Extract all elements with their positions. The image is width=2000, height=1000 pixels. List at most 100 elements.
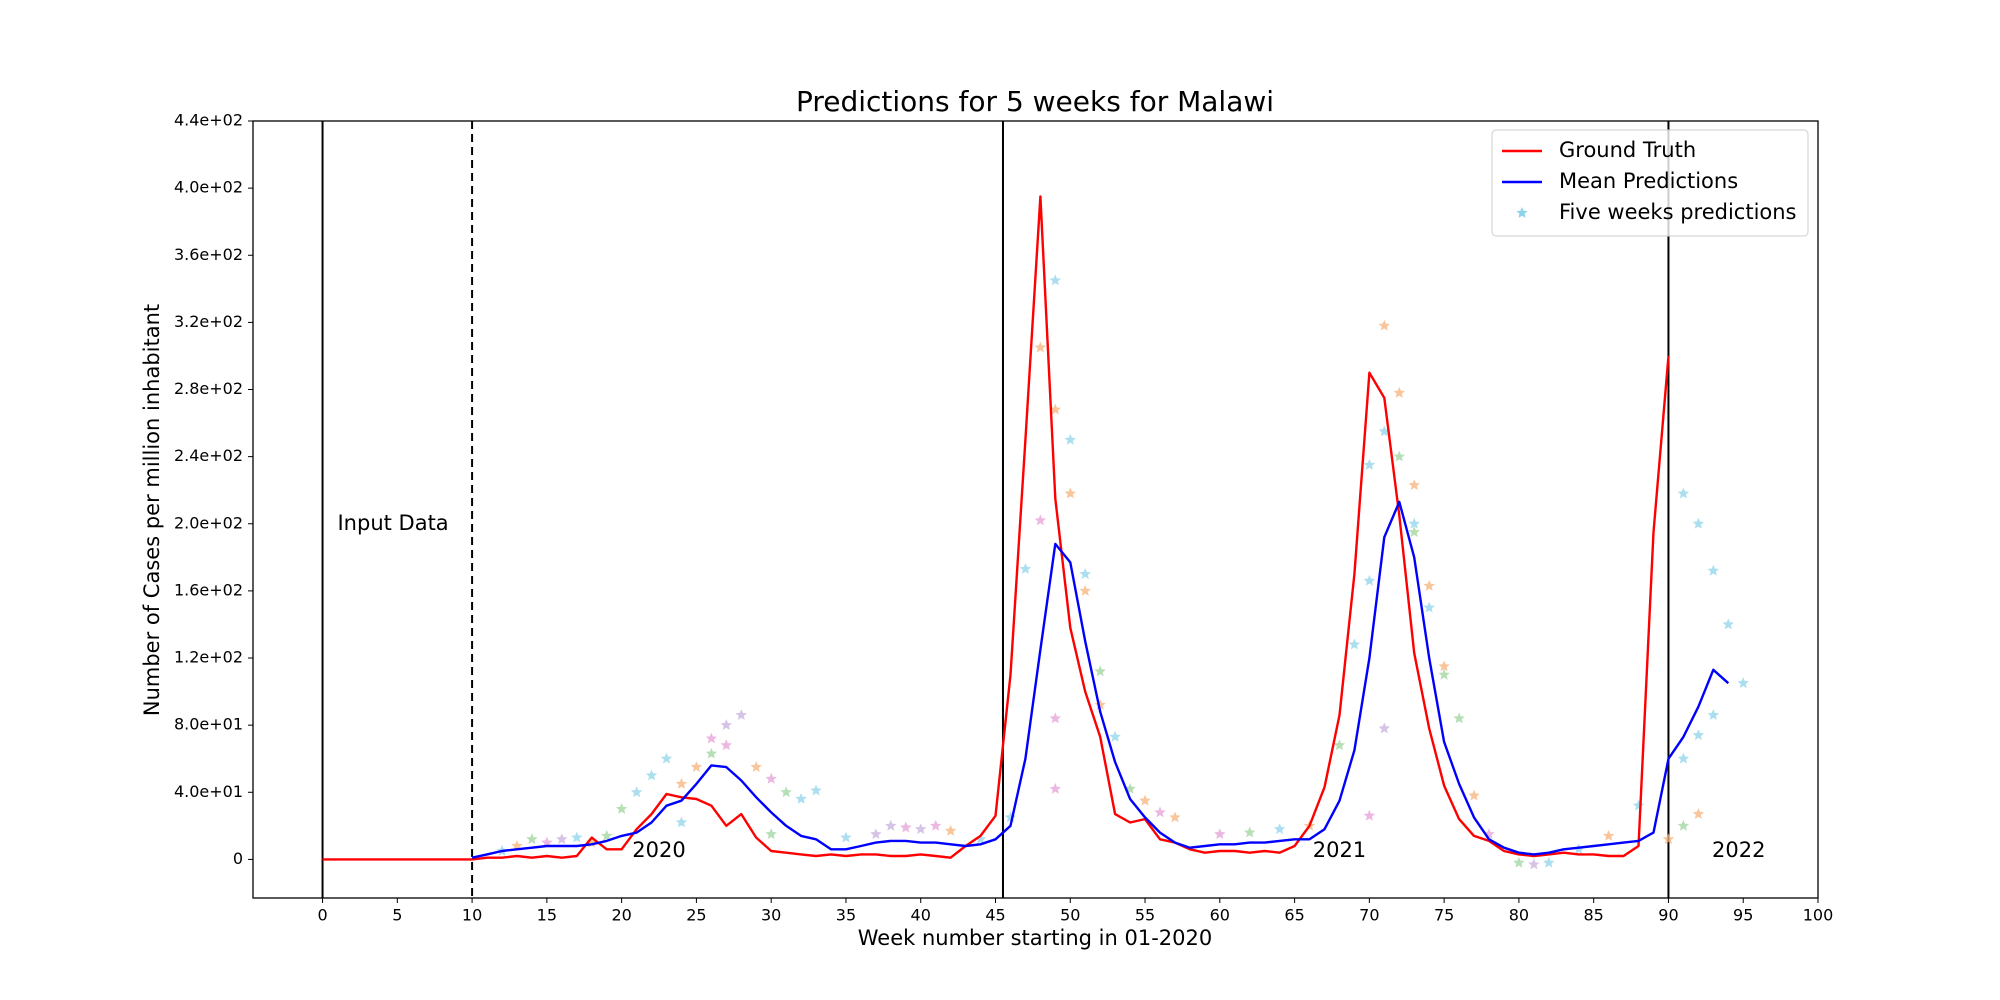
x-tick-label: 100 xyxy=(1803,906,1834,925)
x-tick-label: 35 xyxy=(836,906,856,925)
x-tick-label: 0 xyxy=(317,906,327,925)
prediction-point xyxy=(541,836,553,848)
x-tick-label: 65 xyxy=(1284,906,1304,925)
y-tick-label: 2.0e+02 xyxy=(174,513,243,532)
y-tick-label: 1.6e+02 xyxy=(174,580,243,599)
prediction-point xyxy=(1333,739,1346,751)
prediction-point xyxy=(1707,709,1719,720)
prediction-point xyxy=(705,747,718,759)
x-axis-label: Week number starting in 01-2020 xyxy=(858,926,1212,950)
prediction-point xyxy=(1438,668,1450,680)
prediction-point xyxy=(1049,403,1061,415)
prediction-point xyxy=(1737,677,1749,688)
legend-text: Mean Predictions xyxy=(1559,169,1738,193)
prediction-point xyxy=(1348,638,1361,650)
prediction-point xyxy=(1019,563,1032,574)
x-tick-label: 80 xyxy=(1509,906,1529,925)
prediction-point xyxy=(1602,829,1615,841)
prediction-point xyxy=(1049,712,1061,724)
prediction-point xyxy=(1423,601,1435,613)
x-tick-label: 10 xyxy=(462,906,482,925)
prediction-point xyxy=(1378,319,1390,331)
prediction-point xyxy=(1378,425,1390,437)
x-tick-label: 70 xyxy=(1359,906,1379,925)
prediction-point xyxy=(511,840,523,851)
prediction-point xyxy=(870,828,882,840)
prediction-point xyxy=(645,769,658,781)
legend: Ground Truth Mean Predictions Five weeks p… xyxy=(1491,129,1809,237)
legend-text: Five weeks predictions xyxy=(1559,200,1797,224)
prediction-point xyxy=(571,831,583,843)
prediction-point xyxy=(1049,782,1061,794)
prediction-point xyxy=(1677,819,1690,831)
prediction-point xyxy=(1393,450,1405,462)
prediction-point xyxy=(705,732,718,744)
prediction-point xyxy=(780,786,792,798)
x-tick-label: 40 xyxy=(911,906,931,925)
prediction-point xyxy=(1034,514,1047,526)
x-tick-label: 90 xyxy=(1658,906,1678,925)
x-tick-label: 95 xyxy=(1733,906,1753,925)
prediction-point xyxy=(765,772,777,784)
x-tick-label: 55 xyxy=(1135,906,1155,925)
plot-frame xyxy=(252,120,1819,899)
annotation: 2022 xyxy=(1712,838,1765,862)
x-tick-label: 25 xyxy=(686,906,706,925)
prediction-point xyxy=(1722,618,1734,630)
prediction-point xyxy=(1109,730,1121,742)
prediction-point xyxy=(1273,823,1286,834)
prediction-point xyxy=(630,786,643,798)
legend-box xyxy=(1491,129,1809,237)
prediction-point xyxy=(810,784,822,796)
prediction-point xyxy=(1408,526,1420,537)
y-tick-label: 2.8e+02 xyxy=(174,379,243,398)
prediction-point xyxy=(1677,487,1690,499)
prediction-point xyxy=(720,739,732,751)
prediction-point xyxy=(1468,789,1480,801)
chart-title: Predictions for 5 weeks for Malawi xyxy=(796,85,1274,118)
prediction-point xyxy=(750,761,762,772)
prediction-point xyxy=(660,752,673,764)
prediction-point xyxy=(1453,712,1465,724)
annotation: 2020 xyxy=(632,838,685,862)
prediction-point xyxy=(720,719,732,730)
plot-area xyxy=(321,121,1749,898)
prediction-point xyxy=(1214,828,1226,840)
prediction-point xyxy=(1677,752,1690,764)
x-tick-label: 75 xyxy=(1434,906,1454,925)
prediction-point xyxy=(735,709,747,720)
y-tick-label: 4.4e+02 xyxy=(174,111,243,130)
prediction-point xyxy=(1707,564,1719,576)
x-tick-label: 5 xyxy=(392,906,402,925)
prediction-point xyxy=(1423,579,1435,591)
prediction-point xyxy=(840,831,852,843)
prediction-point xyxy=(1049,274,1061,286)
series-line xyxy=(322,195,1670,861)
prediction-point xyxy=(1064,433,1076,445)
series-line xyxy=(471,500,1730,859)
prediction-point xyxy=(601,829,613,841)
prediction-point xyxy=(1004,811,1017,823)
prediction-point xyxy=(1692,517,1705,529)
prediction-point xyxy=(1692,808,1705,819)
x-tick-label: 85 xyxy=(1584,906,1604,925)
y-tick-label: 4.0e+02 xyxy=(174,178,243,197)
prediction-point xyxy=(1408,517,1420,529)
prediction-point xyxy=(1408,479,1420,490)
x-tick-label: 45 xyxy=(985,906,1005,925)
prediction-point xyxy=(1094,699,1106,710)
annotation: 2021 xyxy=(1313,838,1366,862)
prediction-point xyxy=(1034,341,1047,353)
prediction-point xyxy=(974,833,987,845)
prediction-point xyxy=(1363,574,1376,586)
x-tick-label: 30 xyxy=(761,906,781,925)
prediction-point xyxy=(930,819,942,831)
prediction-point xyxy=(1169,811,1181,823)
prediction-point xyxy=(1064,487,1076,499)
prediction-point xyxy=(690,761,703,772)
y-tick-label: 1.2e+02 xyxy=(174,648,243,667)
prediction-point xyxy=(1139,794,1151,806)
prediction-point xyxy=(526,833,538,845)
x-tick-label: 60 xyxy=(1210,906,1230,925)
prediction-point xyxy=(765,828,777,840)
